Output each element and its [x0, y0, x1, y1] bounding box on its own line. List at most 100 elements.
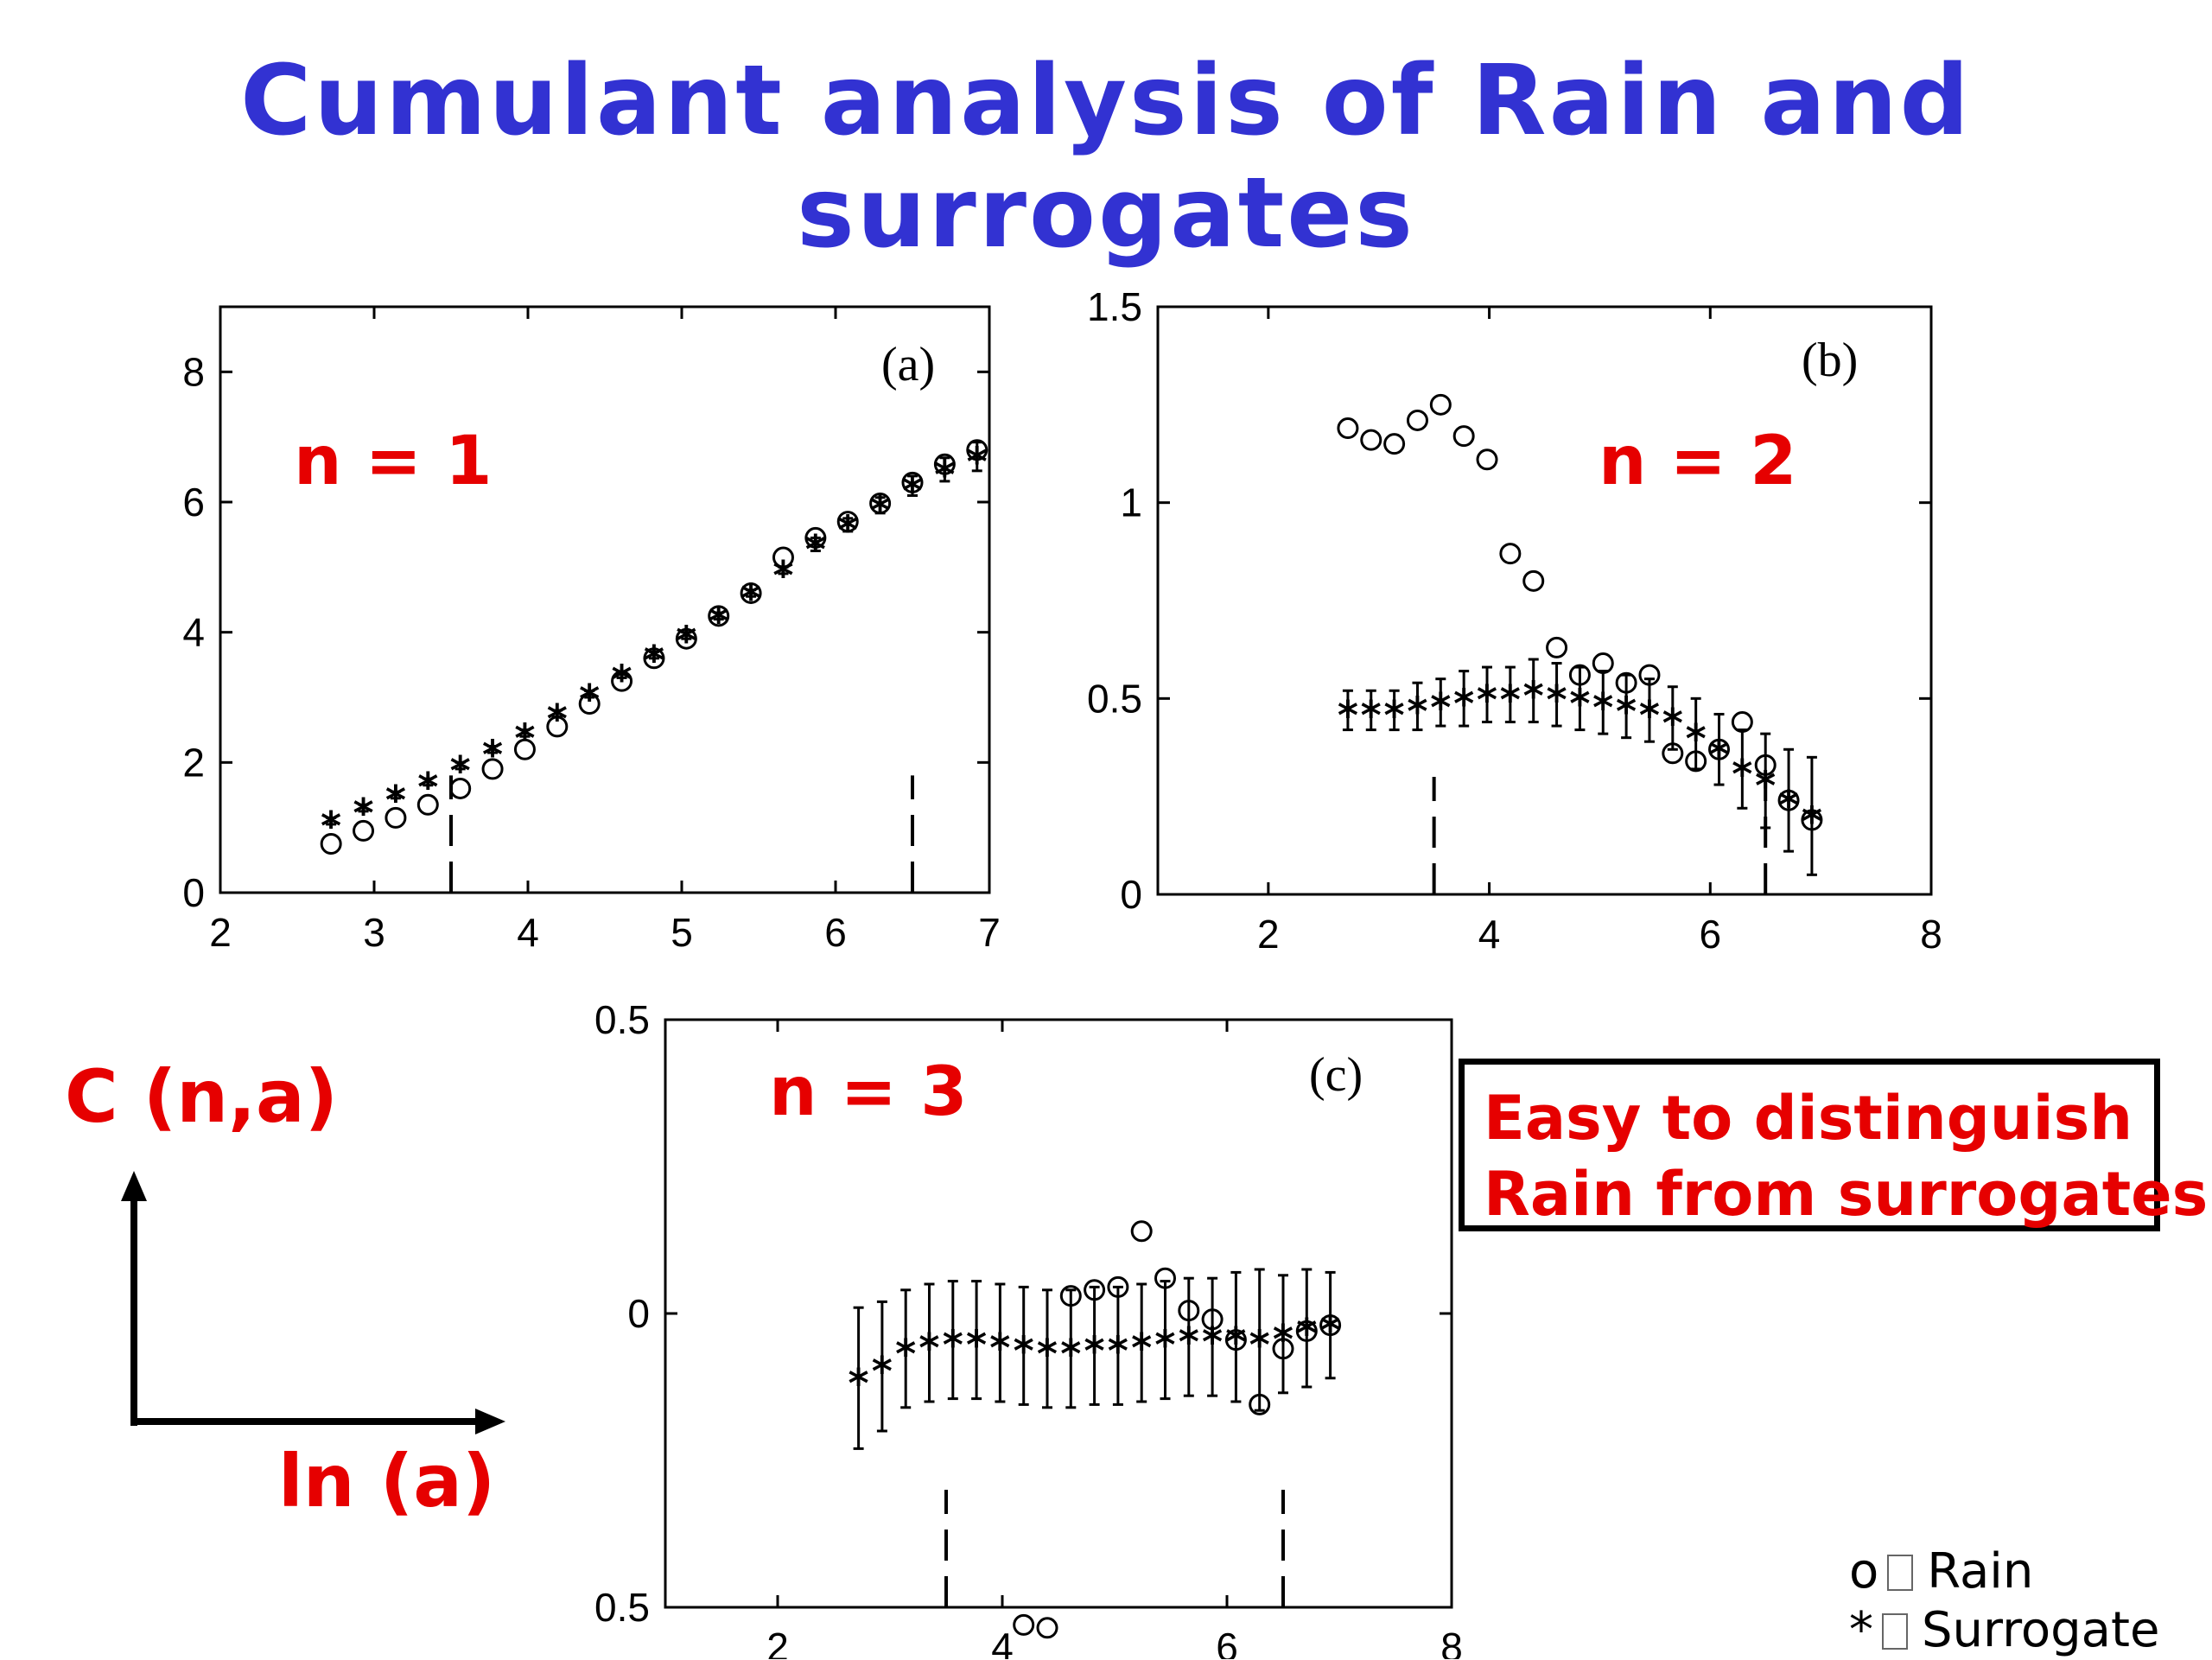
panel-a-surrogate-point: * [836, 506, 860, 553]
panel-c-x-tick-label: 6 [1216, 1625, 1238, 1659]
panel-c-surrogate-point: * [1058, 1331, 1083, 1377]
panel-c-surrogate-point: * [1248, 1322, 1272, 1369]
panel-a-rain-point [449, 777, 472, 799]
panel-c-surrogate-point: * [1154, 1322, 1178, 1369]
panel-b-y-tick-label: 1.5 [1087, 284, 1142, 329]
panel-b-surrogate-point: * [1800, 798, 1824, 844]
panel-a-rain-point [513, 738, 536, 760]
panel-b-rain-point [1452, 425, 1475, 448]
panel-a-x-tick-label: 2 [209, 910, 232, 955]
panel-c-surrogate-point: * [1200, 1319, 1224, 1365]
panel-b-x-tick-label: 6 [1699, 912, 1721, 957]
panel-b-rain-point [1499, 543, 1522, 565]
slide-title: Cumulant analysis of Rain and surrogates [240, 45, 1972, 270]
panel-a-rain-point [708, 605, 730, 627]
panel-b-surrogate-point: * [1522, 672, 1546, 719]
panel-a-surrogate-point: * [513, 715, 537, 761]
panel-b-x-tick-label: 8 [1920, 912, 1942, 957]
panel-a-rain-point [385, 806, 407, 829]
panel-b-rain-point [1360, 429, 1382, 451]
panel-a-y-tick-label: 4 [182, 610, 205, 655]
panel-c-surrogate-point: * [893, 1331, 918, 1377]
schematic-y-label: C (n,a) [65, 1054, 339, 1139]
panel-a-surrogate-point: * [933, 451, 957, 498]
panel-a-surrogate-point: * [416, 764, 440, 811]
schematic-x-arrowhead [475, 1409, 505, 1434]
panel-a-plot-frame [219, 305, 991, 894]
panel-c-surrogate-point: * [847, 1360, 871, 1407]
panel-c-surrogate-point: * [1083, 1327, 1107, 1374]
panel-c-surrogate-point: * [1012, 1327, 1036, 1374]
panel-b-surrogate-point: * [1614, 688, 1638, 735]
note-line-2: Rain from surrogates [1484, 1159, 2209, 1230]
panel-a-rain-point [643, 647, 665, 670]
panel-c-surrogate-point: * [1271, 1316, 1295, 1363]
panel-a-surrogate-point: * [577, 676, 601, 722]
legend-surrogate-symbol: * [1849, 1602, 1873, 1658]
panel-a-rain-point [481, 758, 504, 780]
panel-b-surrogate-point: * [1452, 680, 1476, 727]
panel-b-rain-point [1546, 636, 1568, 658]
panel-c-panel-label: (c) [1309, 1048, 1363, 1102]
panel-b-surrogate-point: * [1382, 692, 1407, 739]
panel-b-rain-point [1429, 393, 1452, 416]
panel-b-surrogate-point: * [1591, 684, 1615, 731]
panel-b-annotation: n = 2 [1599, 423, 1796, 500]
panel-c-y-tick-label: 0 [627, 1291, 650, 1336]
legend-rain: o Rain [1849, 1542, 2159, 1601]
panel-a-surrogate-point: * [384, 777, 408, 824]
panel-b-rain-point [1406, 409, 1428, 431]
panel-a-rain-point [416, 793, 439, 816]
legend-surrogate: * Surrogate [1849, 1601, 2159, 1660]
panel-c-surrogate-point: * [941, 1322, 965, 1369]
panel-b-surrogate-point: * [1336, 692, 1360, 739]
panel-c-rain-point [1130, 1220, 1153, 1243]
schematic-axes [121, 1171, 505, 1434]
schematic-x-label: ln (a) [278, 1439, 496, 1523]
panel-a-x-tick-label: 5 [671, 910, 693, 955]
panel-a-x-tick-label: 4 [517, 910, 539, 955]
panel-a-surrogate-point: * [319, 803, 343, 849]
panel-c-surrogate-point: * [1177, 1319, 1201, 1365]
panel-b-x-tick-label: 4 [1478, 912, 1501, 957]
panel-b-y-tick-label: 0 [1120, 872, 1142, 917]
panel-b-rain-point [1383, 433, 1406, 455]
panel-b-chart: 2 4 6 800.511.5(b)n = 2* * * * * * * * * * * * * * * * * * * *… [1087, 284, 1942, 957]
panel-a-surrogate-point: * [739, 575, 763, 621]
panel-b-surrogate-point: * [1568, 680, 1592, 727]
panel-a-x-tick-label: 7 [978, 910, 1001, 955]
panel-c-x-tick-label: 8 [1440, 1625, 1463, 1659]
panel-c-annotation: n = 3 [769, 1053, 967, 1131]
panel-b-y-tick-label: 0.5 [1087, 676, 1142, 721]
panel-c-surrogate-point: * [964, 1322, 988, 1369]
panel-a-surrogate-point: * [868, 487, 893, 534]
schematic-y-arrowhead [121, 1171, 147, 1201]
panel-b-surrogate-point: * [1777, 782, 1801, 829]
panel-c-surrogate-point: * [1129, 1325, 1154, 1371]
panel-c-y-tick-label: 0.5 [594, 1585, 650, 1630]
panel-b-surrogate-point: * [1707, 731, 1732, 778]
panel-b-rain-point [1522, 569, 1545, 592]
panel-c-surrogate-point: * [1319, 1307, 1343, 1354]
panel-a-surrogate-point: * [545, 696, 569, 742]
panel-b-plot-frame [1156, 305, 1933, 896]
panel-c-rain-point [1013, 1613, 1035, 1636]
panel-a-y-tick-label: 0 [182, 870, 205, 915]
panel-a-surrogate-point: * [900, 467, 925, 514]
panel-c-surrogate-point: * [1294, 1310, 1319, 1357]
panel-b-surrogate-point: * [1359, 692, 1383, 739]
panel-a-x-tick-label: 3 [363, 910, 385, 955]
panel-a-surrogate-point: * [772, 552, 796, 599]
panel-b-surrogate-point: * [1545, 677, 1569, 723]
panel-b-surrogate-point: * [1406, 688, 1430, 735]
panel-c-x-tick-label: 4 [991, 1625, 1014, 1659]
panel-b-surrogate-point: * [1731, 751, 1755, 798]
panel-a-surrogate-point: * [480, 731, 505, 778]
panel-a-annotation: n = 1 [294, 423, 492, 500]
panel-a-surrogate-point: * [674, 617, 698, 664]
panel-a-surrogate-point: * [352, 790, 376, 836]
panel-c-surrogate-point: * [870, 1348, 894, 1395]
panel-a-surrogate-point: * [610, 657, 634, 703]
panel-a-y-tick-label: 6 [182, 480, 205, 525]
